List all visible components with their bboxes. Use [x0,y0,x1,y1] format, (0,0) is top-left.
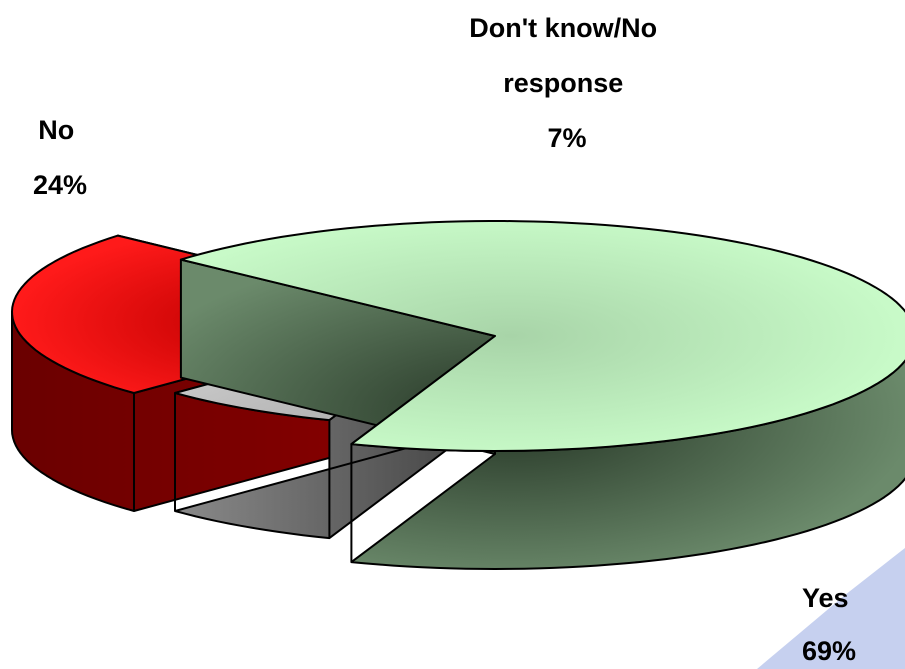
label-dont-know-line2: response [503,68,623,98]
label-no-value: 24% [33,170,87,200]
label-yes-value: 69% [802,636,856,666]
label-yes: Yes 69% [802,583,856,666]
label-no: No 24% [33,115,87,200]
pie-slice-yes [179,220,905,570]
label-yes-name: Yes [802,583,849,613]
yes-label-pointer [757,548,905,669]
label-dont-know-value: 7% [547,123,586,153]
pie-slice-yes-top [179,220,905,452]
label-dont-know: Don't know/No response 7% [469,13,664,153]
label-dont-know-line1: Don't know/No [469,13,657,43]
label-no-name: No [38,115,74,145]
